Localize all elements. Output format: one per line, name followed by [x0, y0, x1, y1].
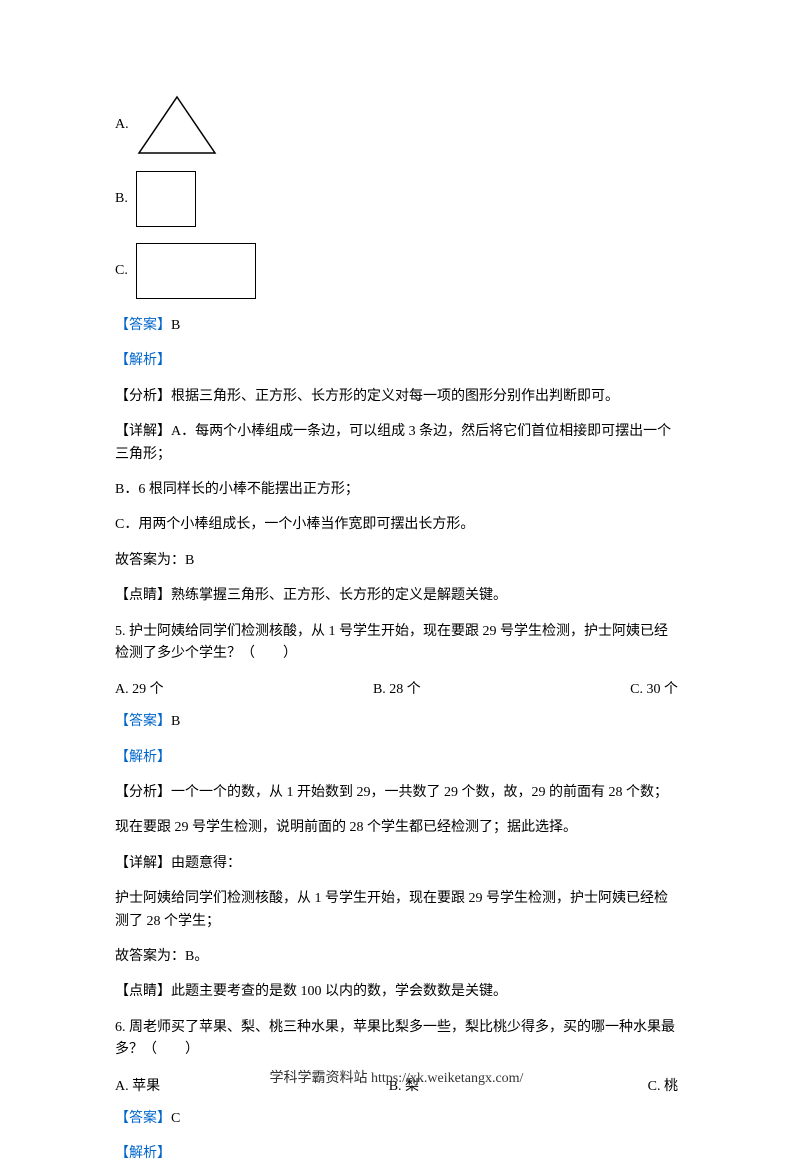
- option-c-label: C.: [115, 263, 128, 279]
- xiangjie-5b: 护士阿姨给同学们检测核酸，从 1 号学生开始，现在要跟 29 号学生检测，护士阿…: [115, 888, 678, 933]
- question-5-options: A. 29 个 B. 28 个 C. 30 个: [115, 678, 678, 698]
- analysis-6-tag: 【解析】: [115, 1143, 678, 1165]
- answer-5-val: B: [171, 714, 180, 729]
- xiangjie-4b: B．6 根同样长的小棒不能摆出正方形；: [115, 479, 678, 501]
- answer-6: 【答案】C: [115, 1108, 678, 1130]
- option-c-row: C.: [115, 243, 678, 299]
- triangle-shape: [137, 95, 217, 155]
- analysis-4-tag: 【解析】: [115, 350, 678, 372]
- q5-opt-c: C. 30 个: [630, 678, 678, 698]
- rectangle-shape: [136, 243, 256, 299]
- q5-opt-a: A. 29 个: [115, 678, 164, 698]
- square-shape: [136, 171, 196, 227]
- option-b-label: B.: [115, 191, 128, 207]
- gu-4: 故答案为：B: [115, 550, 678, 572]
- fenxi-5b: 现在要跟 29 号学生检测，说明前面的 28 个学生都已经检测了；据此选择。: [115, 817, 678, 839]
- dianjing-4: 【点睛】熟练掌握三角形、正方形、长方形的定义是解题关键。: [115, 585, 678, 607]
- question-6: 6. 周老师买了苹果、梨、桃三种水果，苹果比梨多一些，梨比桃少得多，买的哪一种水…: [115, 1017, 678, 1062]
- option-a-row: A.: [115, 95, 678, 155]
- option-a-label: A.: [115, 117, 129, 133]
- analysis-5-tag: 【解析】: [115, 747, 678, 769]
- triangle-icon: [137, 95, 217, 155]
- option-b-row: B.: [115, 171, 678, 227]
- answer-4-tag: 【答案】: [115, 318, 171, 333]
- xiangjie-4c: C．用两个小棒组成长，一个小棒当作宽即可摆出长方形。: [115, 514, 678, 536]
- xiangjie-4a: 【详解】A．每两个小棒组成一条边，可以组成 3 条边，然后将它们首位相接即可摆出…: [115, 421, 678, 466]
- answer-5: 【答案】B: [115, 711, 678, 733]
- answer-6-tag: 【答案】: [115, 1111, 171, 1126]
- answer-4-val: B: [171, 318, 180, 333]
- gu-5: 故答案为：B。: [115, 946, 678, 968]
- xiangjie-5a: 【详解】由题意得：: [115, 853, 678, 875]
- question-5: 5. 护士阿姨给同学们检测核酸，从 1 号学生开始，现在要跟 29 号学生检测，…: [115, 621, 678, 666]
- answer-4: 【答案】B: [115, 315, 678, 337]
- page-footer: 学科学霸资料站 https://xk.weiketangx.com/: [0, 1067, 793, 1087]
- fenxi-5a: 【分析】一个一个的数，从 1 开始数到 29，一共数了 29 个数，故，29 的…: [115, 782, 678, 804]
- dianjing-5: 【点睛】此题主要考查的是数 100 以内的数，学会数数是关键。: [115, 981, 678, 1003]
- q5-opt-b: B. 28 个: [373, 678, 421, 698]
- fenxi-4: 【分析】根据三角形、正方形、长方形的定义对每一项的图形分别作出判断即可。: [115, 386, 678, 408]
- answer-5-tag: 【答案】: [115, 714, 171, 729]
- answer-6-val: C: [171, 1111, 180, 1126]
